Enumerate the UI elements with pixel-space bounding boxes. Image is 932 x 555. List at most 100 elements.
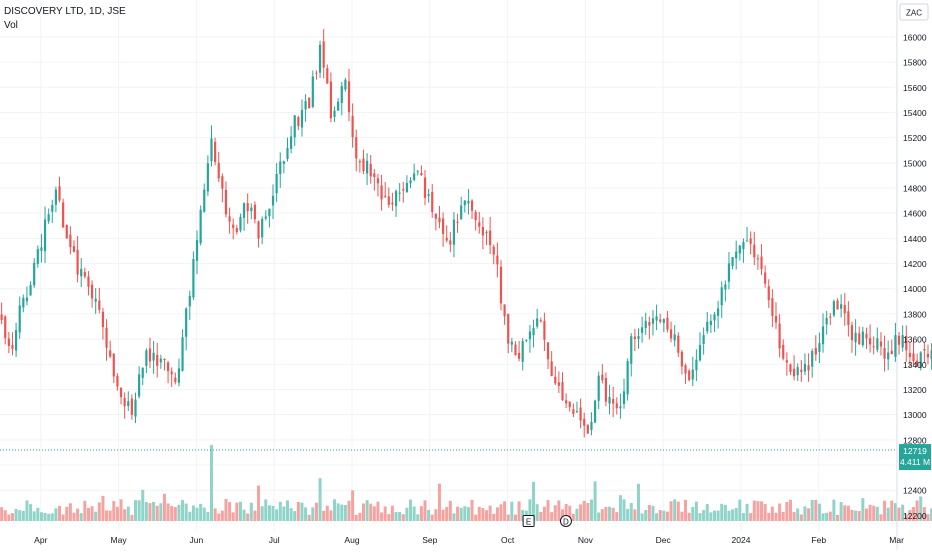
volume-bar xyxy=(872,506,875,521)
volume-bar xyxy=(362,503,365,521)
volume-bar xyxy=(282,506,285,521)
candle-body xyxy=(19,306,21,333)
volume-bar xyxy=(503,501,506,521)
volume-bar xyxy=(15,509,18,521)
dividend-icon[interactable]: D xyxy=(560,516,571,527)
x-tick-label: Jul xyxy=(269,535,280,545)
candle-body xyxy=(619,406,621,408)
volume-bar xyxy=(91,506,94,521)
volume-bar xyxy=(680,512,683,521)
candle-body xyxy=(634,337,636,340)
candle-body xyxy=(163,359,165,360)
volume-bar xyxy=(326,506,329,521)
candle-body xyxy=(232,225,234,229)
candle-body xyxy=(435,214,437,219)
candle-body xyxy=(84,272,86,277)
x-tick-label: May xyxy=(111,535,128,545)
volume-bar xyxy=(496,507,499,521)
x-tick-label: Aug xyxy=(344,535,359,545)
volume-bar xyxy=(322,511,325,521)
volume-bar xyxy=(615,512,618,521)
y-tick-label: 13000 xyxy=(903,410,927,420)
candle-body xyxy=(898,336,900,345)
volume-bar xyxy=(890,501,893,521)
volume-bar xyxy=(33,511,36,521)
volume-bar xyxy=(800,514,803,521)
volume-bar xyxy=(825,513,828,521)
volume-bar xyxy=(601,509,604,521)
candle-body xyxy=(355,137,357,158)
candle-body xyxy=(225,190,227,214)
candle-body xyxy=(504,304,506,316)
volume-bar xyxy=(257,486,260,521)
candle-body xyxy=(250,208,252,211)
candle-body xyxy=(22,298,24,307)
volume-bar xyxy=(369,504,372,521)
candle-body xyxy=(579,408,581,421)
volume-bar xyxy=(807,508,810,521)
candle-body xyxy=(402,189,404,190)
volume-bar xyxy=(391,506,394,521)
currency-label: ZAC xyxy=(906,9,922,18)
volume-bar xyxy=(105,510,108,521)
candle-body xyxy=(518,353,520,359)
volume-bar xyxy=(188,512,191,521)
volume-bar xyxy=(670,501,673,521)
volume-bar xyxy=(275,509,278,521)
candle-body xyxy=(789,364,791,372)
earnings-icon[interactable]: E xyxy=(523,516,534,527)
volume-bar xyxy=(633,509,636,521)
candle-body xyxy=(471,201,473,211)
candle-body xyxy=(102,312,104,327)
volume-bar xyxy=(898,508,901,521)
candle-body xyxy=(565,400,567,403)
y-tick-label: 14200 xyxy=(903,259,927,269)
volume-bar xyxy=(619,495,622,521)
candle-body xyxy=(909,353,911,357)
volume-bar xyxy=(713,511,716,521)
volume-bar xyxy=(785,502,788,521)
volume-bar xyxy=(340,505,343,521)
y-tick-label: 14000 xyxy=(903,284,927,294)
candle-body xyxy=(138,374,140,396)
candle-body xyxy=(380,185,382,199)
volume-bar xyxy=(72,513,75,521)
candle-body xyxy=(764,273,766,284)
candle-body xyxy=(511,342,513,345)
volume-bar xyxy=(746,504,749,521)
candle-body xyxy=(149,349,151,362)
volume-bar xyxy=(796,508,799,521)
volume-bar xyxy=(586,503,589,521)
volume-bar xyxy=(894,503,897,521)
candle-body xyxy=(214,142,216,162)
candle-body xyxy=(174,378,176,382)
volume-bar xyxy=(174,507,177,521)
candle-body xyxy=(833,301,835,315)
volume-bar xyxy=(210,445,213,521)
volume-bar xyxy=(651,506,654,521)
candle-body xyxy=(655,316,657,320)
volume-bar xyxy=(232,512,235,521)
candle-body xyxy=(221,176,223,189)
candle-body xyxy=(601,375,603,380)
candle-body xyxy=(500,267,502,304)
volume-bar xyxy=(36,508,39,521)
volume-bar xyxy=(159,503,162,521)
candle-body xyxy=(167,362,169,371)
candle-body xyxy=(127,401,129,406)
volume-bar xyxy=(138,500,141,521)
volume-bar xyxy=(94,512,97,521)
y-tick-label: 15400 xyxy=(903,108,927,118)
volume-bar xyxy=(11,513,14,521)
volume-bar xyxy=(355,515,358,521)
volume-bar xyxy=(348,501,351,521)
chart-title: DISCOVERY LTD, 1D, JSE xyxy=(4,6,126,17)
volume-bar xyxy=(767,513,770,521)
candle-body xyxy=(482,227,484,235)
candle-body xyxy=(807,365,809,370)
currency-badge[interactable]: ZAC xyxy=(900,4,928,20)
volume-bar xyxy=(655,513,658,521)
